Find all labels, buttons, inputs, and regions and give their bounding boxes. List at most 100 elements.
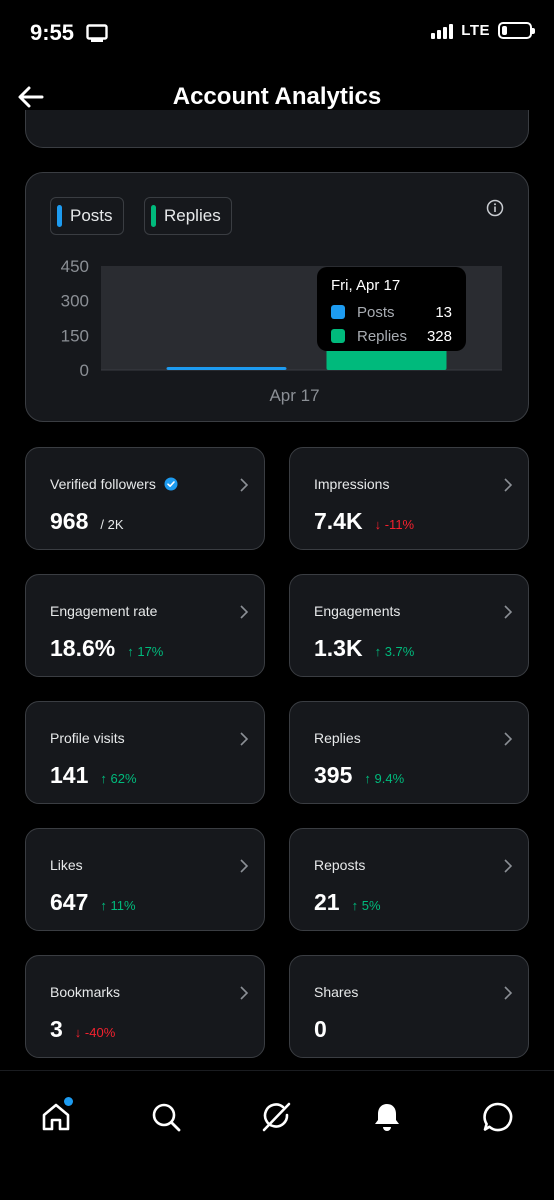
legend-posts-toggle[interactable]: Posts bbox=[50, 197, 124, 235]
tooltip-date: Fri, Apr 17 bbox=[331, 277, 401, 294]
legend-replies-label: Replies bbox=[164, 206, 221, 225]
messages-icon bbox=[483, 1102, 513, 1132]
status-indicators: LTE bbox=[431, 22, 535, 39]
status-time: 9:55 bbox=[30, 20, 75, 45]
home-icon bbox=[42, 1103, 70, 1131]
stat-label: Bookmarks bbox=[50, 984, 120, 1000]
stat-value: 1.3K ↑ 3.7% bbox=[314, 635, 414, 662]
bar-posts[interactable] bbox=[166, 366, 287, 370]
arrow-up-icon: ↑ bbox=[351, 898, 362, 913]
stat-value: 141 ↑ 62% bbox=[50, 762, 137, 789]
stat-change-value: 62% bbox=[110, 771, 137, 786]
stat-change-value: -11% bbox=[384, 517, 415, 532]
chevron-right-icon bbox=[240, 859, 249, 873]
arrow-up-icon: ↑ bbox=[100, 898, 111, 913]
stat-card-profile-visits[interactable]: Profile visits 141 ↑ 62% bbox=[25, 701, 265, 804]
stat-value-number: 7.4K bbox=[314, 508, 363, 534]
stat-change: ↓ -40% bbox=[75, 1025, 115, 1040]
arrow-up-icon: ↑ bbox=[374, 644, 385, 659]
replies-swatch bbox=[151, 205, 156, 227]
network-type: LTE bbox=[461, 22, 490, 39]
screen-mirror-icon bbox=[86, 24, 108, 42]
stat-label-text: Shares bbox=[314, 984, 359, 1000]
nav-search[interactable] bbox=[146, 1097, 186, 1137]
chevron-right-icon bbox=[504, 859, 513, 873]
legend-replies-toggle[interactable]: Replies bbox=[144, 197, 232, 235]
y-tick-label: 150 bbox=[61, 326, 89, 345]
tooltip-replies-swatch bbox=[331, 329, 345, 343]
stat-card-engagements[interactable]: Engagements 1.3K ↑ 3.7% bbox=[289, 574, 529, 677]
info-icon[interactable] bbox=[486, 199, 504, 217]
signal-icon bbox=[431, 23, 454, 39]
stat-card-replies[interactable]: Replies 395 ↑ 9.4% bbox=[289, 701, 529, 804]
stat-value: 7.4K ↓ -11% bbox=[314, 508, 414, 535]
stat-value-number: 3 bbox=[50, 1016, 63, 1042]
stat-change-value: 3.7% bbox=[384, 644, 415, 659]
stat-value-number: 395 bbox=[314, 762, 353, 788]
stat-label: Likes bbox=[50, 857, 83, 873]
y-tick-label: 300 bbox=[61, 292, 89, 311]
arrow-up-icon: ↑ bbox=[127, 644, 138, 659]
stat-label: Engagements bbox=[314, 603, 400, 619]
stat-change: ↓ -11% bbox=[375, 517, 415, 532]
stat-value-number: 647 bbox=[50, 889, 89, 915]
stat-label-text: Engagements bbox=[314, 603, 401, 619]
stat-value-number: 18.6% bbox=[50, 635, 116, 661]
chevron-right-icon bbox=[240, 478, 249, 492]
nav-grok[interactable] bbox=[256, 1097, 296, 1137]
nav-home[interactable] bbox=[36, 1097, 76, 1137]
stat-value: 21 ↑ 5% bbox=[314, 889, 381, 916]
notifications-icon bbox=[375, 1104, 399, 1131]
stat-change: ↑ 9.4% bbox=[364, 771, 404, 786]
stat-label-text: Replies bbox=[314, 730, 361, 746]
stat-card-bookmarks[interactable]: Bookmarks 3 ↓ -40% bbox=[25, 955, 265, 1058]
chevron-right-icon bbox=[504, 732, 513, 746]
stat-card-shares[interactable]: Shares 0 bbox=[289, 955, 529, 1058]
stat-label-text: Likes bbox=[50, 857, 83, 873]
stat-value: 3 ↓ -40% bbox=[50, 1016, 115, 1043]
stat-label: Shares bbox=[314, 984, 358, 1000]
stat-card-verified-followers[interactable]: Verified followers 968 / 2K bbox=[25, 447, 265, 550]
stat-label: Replies bbox=[314, 730, 361, 746]
arrow-up-icon: ↑ bbox=[364, 771, 375, 786]
stat-label-text: Bookmarks bbox=[50, 984, 121, 1000]
stat-card-reposts[interactable]: Reposts 21 ↑ 5% bbox=[289, 828, 529, 931]
stat-value-number: 141 bbox=[50, 762, 89, 788]
header: Account Analytics bbox=[0, 64, 554, 130]
stat-change: ↑ 62% bbox=[100, 771, 136, 786]
x-tick-label: Apr 17 bbox=[269, 386, 319, 405]
stat-card-likes[interactable]: Likes 647 ↑ 11% bbox=[25, 828, 265, 931]
stat-value-number: 21 bbox=[314, 889, 340, 915]
nav-notifications[interactable] bbox=[367, 1097, 407, 1137]
stat-sub: / 2K bbox=[100, 517, 124, 532]
tooltip-row-posts: Posts 13 bbox=[331, 300, 452, 324]
chevron-right-icon bbox=[240, 605, 249, 619]
stat-change-value: 17% bbox=[137, 644, 164, 659]
stat-label: Engagement rate bbox=[50, 603, 157, 619]
stat-change-value: -40% bbox=[84, 1025, 116, 1040]
stat-value: 647 ↑ 11% bbox=[50, 889, 136, 916]
stat-label: Impressions bbox=[314, 476, 389, 492]
chevron-right-icon bbox=[240, 732, 249, 746]
back-arrow-icon[interactable] bbox=[14, 80, 48, 114]
chart-card: Posts Replies 450 300 150 0 Apr 17 Fri, Apr … bbox=[25, 172, 529, 422]
chevron-right-icon bbox=[504, 478, 513, 492]
y-tick-label: 0 bbox=[80, 361, 89, 380]
stat-change: ↑ 5% bbox=[352, 898, 381, 913]
posts-swatch bbox=[57, 205, 62, 227]
stat-label: Verified followers bbox=[50, 476, 178, 492]
search-icon bbox=[152, 1103, 181, 1132]
stat-value: 18.6% ↑ 17% bbox=[50, 635, 163, 662]
stat-change: ↑ 3.7% bbox=[375, 644, 415, 659]
nav-messages[interactable] bbox=[478, 1097, 518, 1137]
arrow-up-icon: ↑ bbox=[100, 771, 111, 786]
stat-card-engagement-rate[interactable]: Engagement rate 18.6% ↑ 17% bbox=[25, 574, 265, 677]
stat-value-number: 0 bbox=[314, 1016, 327, 1042]
chart-tooltip: Fri, Apr 17 Posts 13 Replies 328 bbox=[317, 267, 466, 351]
stat-value: 0 bbox=[314, 1016, 327, 1043]
legend-posts-label: Posts bbox=[70, 206, 113, 225]
stat-card-impressions[interactable]: Impressions 7.4K ↓ -11% bbox=[289, 447, 529, 550]
clipped-summary-card bbox=[25, 110, 529, 148]
stat-change: ↑ 17% bbox=[127, 644, 163, 659]
